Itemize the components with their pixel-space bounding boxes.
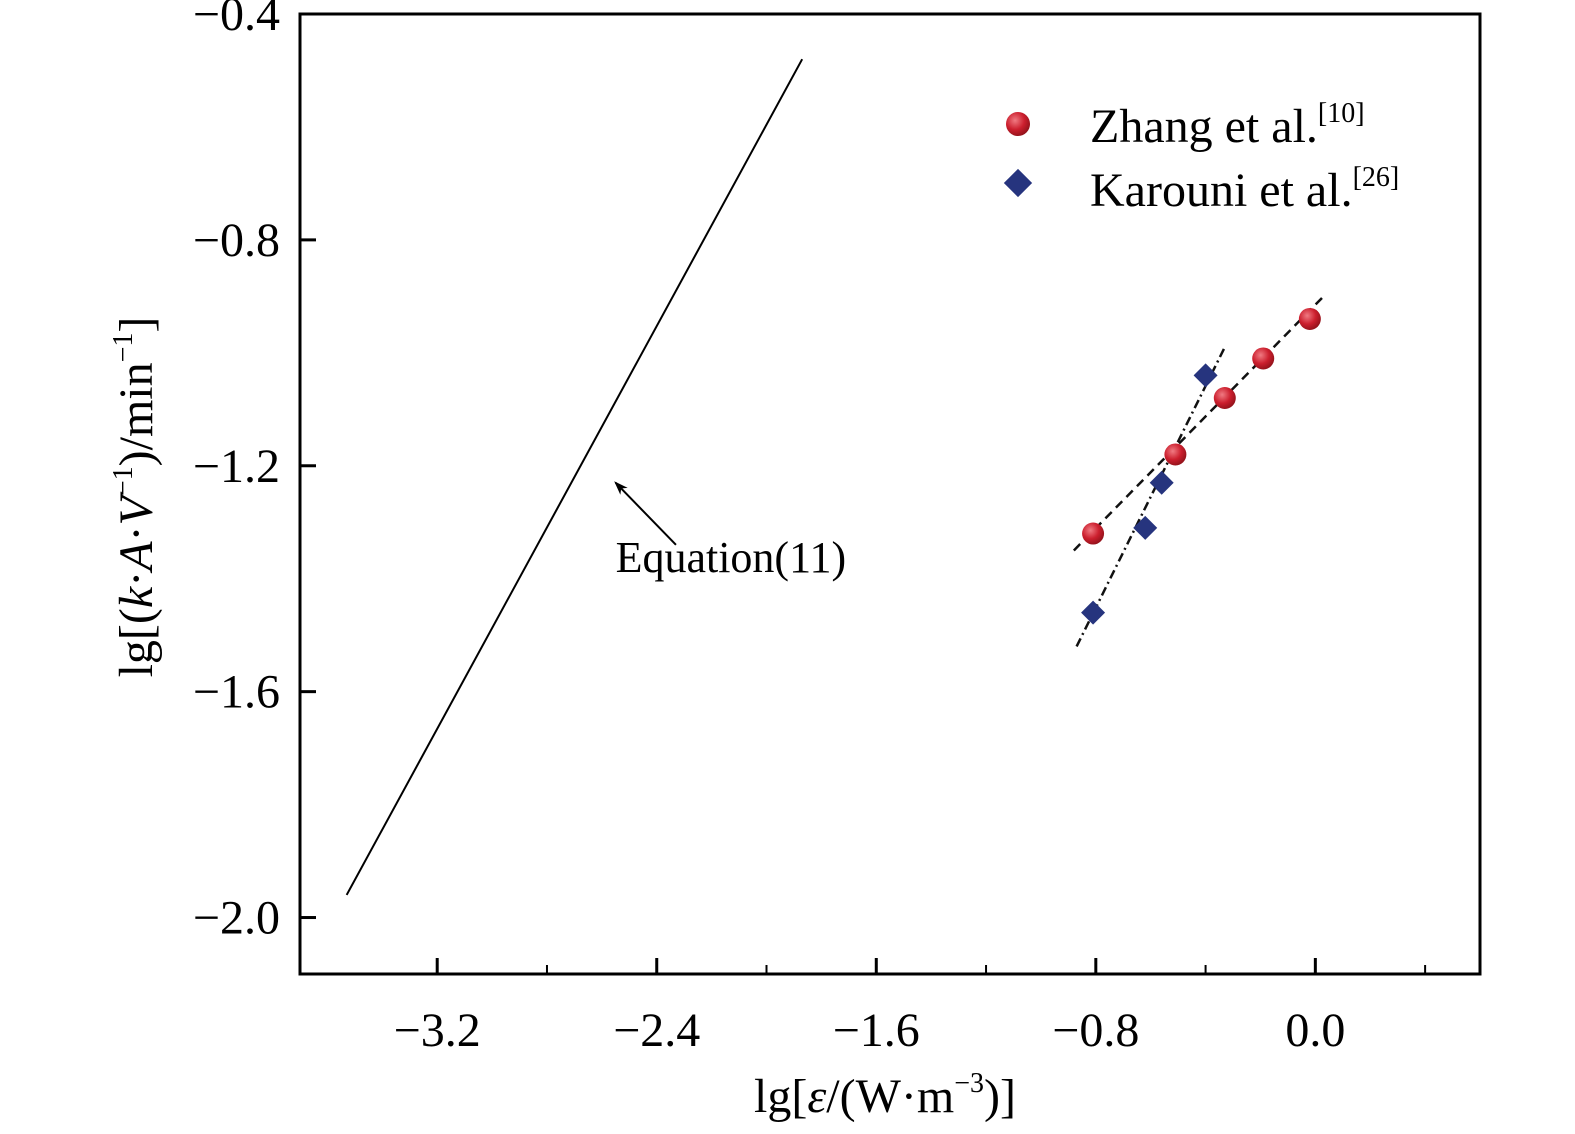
- y-tick-label: −2.0: [193, 892, 280, 945]
- karouni-point: [1193, 363, 1218, 388]
- y-axis-label: lg[(k·A·V−1)/min−1]: [108, 317, 163, 678]
- y-tick-label: −0.4: [193, 0, 280, 41]
- legend-ref-karouni: [26]: [1353, 162, 1400, 193]
- karouni-points: [1081, 363, 1218, 625]
- zhang-point: [1082, 522, 1105, 545]
- karouni-fit-line: [1075, 346, 1226, 648]
- plot-frame: [298, 12, 1482, 976]
- zhang-point: [1213, 387, 1236, 409]
- equation-11-line: [345, 58, 804, 896]
- y-tick-label: −0.8: [193, 214, 280, 267]
- karouni-point: [1149, 470, 1174, 495]
- annotation-equation-11: Equation(11): [616, 533, 847, 582]
- y-tick-label: −1.2: [193, 440, 280, 493]
- legend-marker-karouni: [1003, 168, 1033, 198]
- annotation-arrow: [614, 481, 677, 546]
- zhang-points: [1082, 307, 1321, 545]
- legend-marker-zhang: [1006, 112, 1030, 136]
- x-tick-label: 0.0: [1285, 1004, 1345, 1057]
- x-tick-label: −0.8: [1052, 1004, 1139, 1057]
- y-tick-label: −1.6: [193, 666, 280, 719]
- legend-label-karouni: Karouni et al.[26]: [1090, 162, 1399, 217]
- axis-ticks: [300, 12, 1427, 974]
- karouni-point: [1081, 600, 1106, 625]
- tick-labels: −3.2 −2.4 −1.6 −0.8 0.0 −0.4 −0.8 −1.2 −1.6 −2.0: [193, 0, 1345, 1057]
- x-tick-label: −1.6: [833, 1004, 920, 1057]
- zhang-fit-line: [1072, 295, 1325, 552]
- legend-ref-zhang: [10]: [1318, 98, 1365, 129]
- legend-label-zhang: Zhang et al.[10]: [1090, 98, 1365, 153]
- legend: Zhang et al.[10] Karouni et al.[26]: [1003, 98, 1399, 217]
- zhang-point: [1164, 443, 1187, 466]
- karouni-point: [1133, 515, 1158, 540]
- zhang-point: [1298, 307, 1321, 330]
- x-tick-label: −2.4: [613, 1004, 700, 1057]
- x-axis-label: lg[ε/(W·m−3)]: [754, 1068, 1016, 1123]
- x-tick-label: −3.2: [394, 1004, 481, 1057]
- zhang-point: [1252, 347, 1275, 370]
